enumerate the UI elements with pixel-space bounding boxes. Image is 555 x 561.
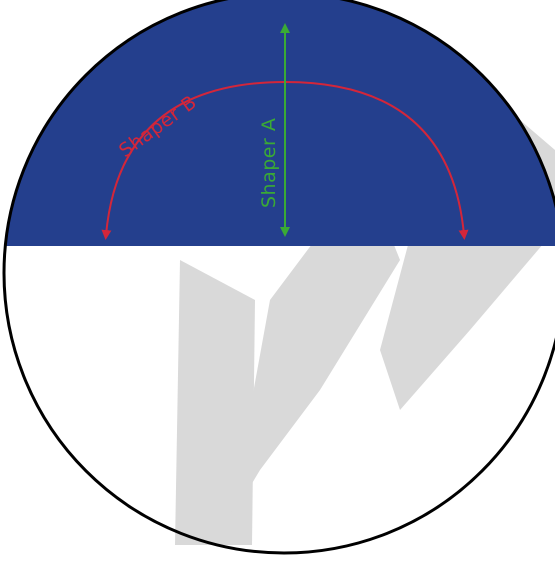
watermark-stroke-mid: [230, 210, 400, 520]
watermark-stroke-left: [175, 260, 255, 545]
shaper-a-label: Shaper A: [258, 118, 280, 208]
